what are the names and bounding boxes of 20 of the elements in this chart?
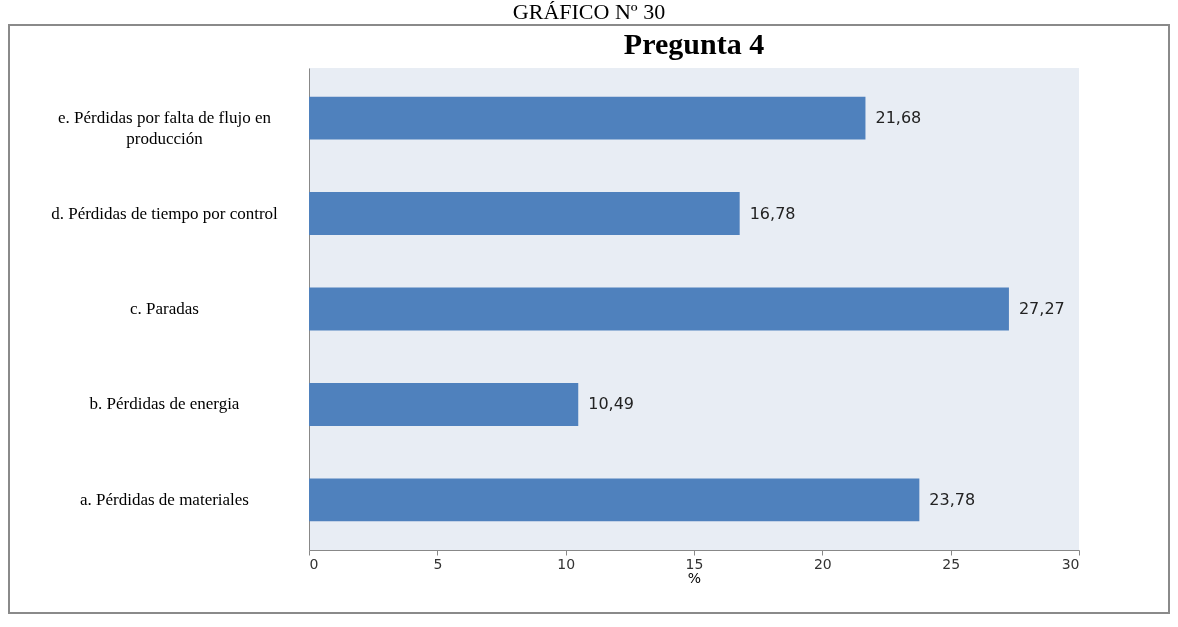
data-label: 23,78 — [929, 489, 976, 509]
x-axis-title: % — [687, 569, 702, 586]
y-tick-label: d. Pérdidas de tiempo por control — [51, 203, 279, 223]
x-tick-label: 30 — [1061, 555, 1080, 572]
y-tick-label: e. Pérdidas por falta de flujo en producción — [58, 108, 272, 149]
text: GRÁFICO Nº 30 — [511, 0, 667, 24]
x-tick-label: 5 — [433, 555, 443, 572]
data-label: 27,27 — [1018, 299, 1065, 318]
x-tick-label: 25 — [942, 555, 961, 572]
x-tick-label: 10 — [557, 555, 576, 572]
chart-title: Pregunta 4 — [623, 27, 765, 60]
y-tick-label: a. Pérdidas de materiales — [80, 489, 249, 509]
y-tick-label: c. Paradas — [130, 299, 199, 318]
data-label: 21,68 — [875, 108, 922, 128]
x-tick-label: 0 — [309, 555, 319, 572]
x-tick-label: 15 — [685, 555, 704, 572]
data-label: 16,78 — [749, 203, 796, 223]
x-tick-label: 20 — [813, 555, 832, 572]
data-label: 10,49 — [588, 394, 635, 414]
y-tick-label: b. Pérdidas de energia — [89, 394, 240, 414]
